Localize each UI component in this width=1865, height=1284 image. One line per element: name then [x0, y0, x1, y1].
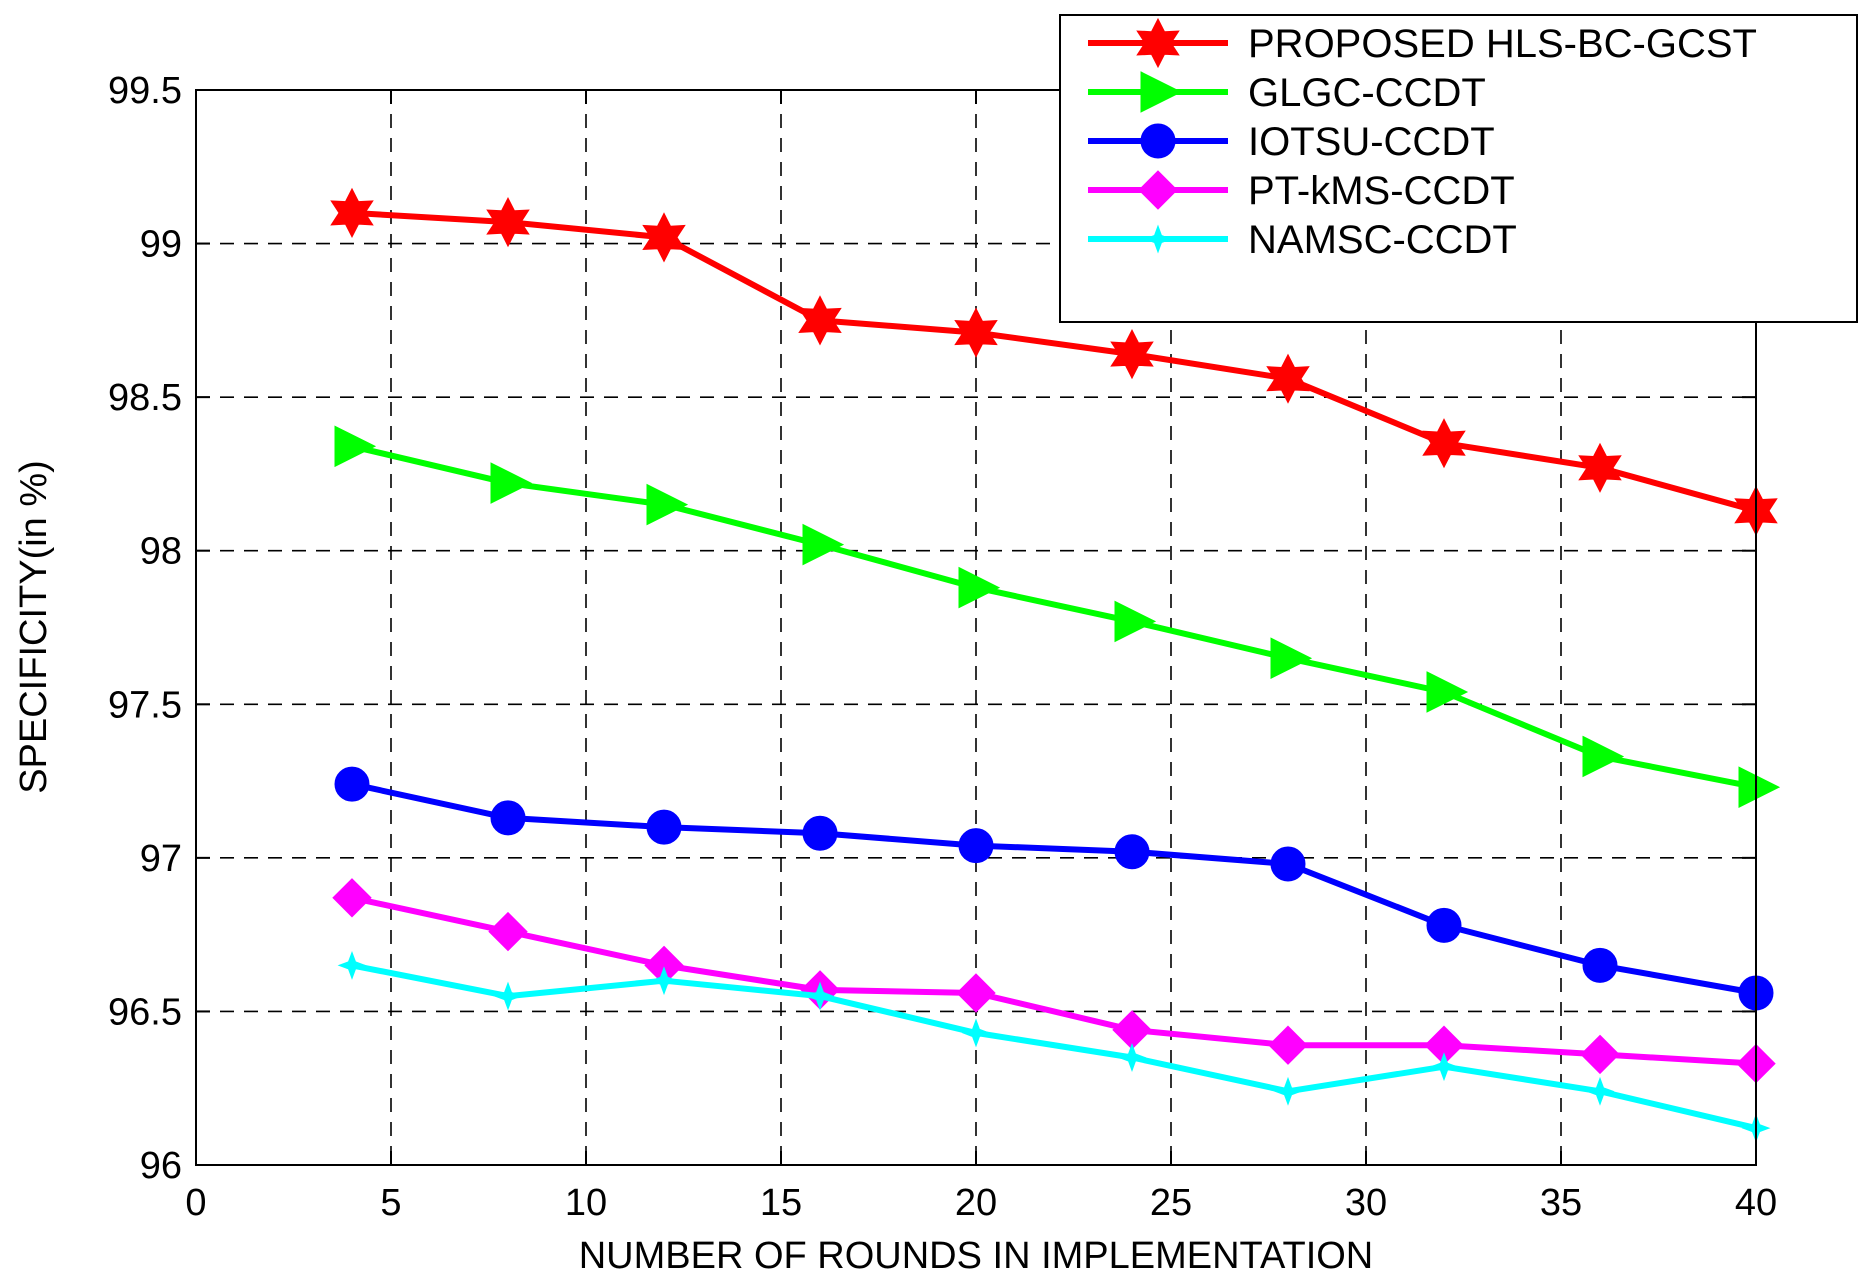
data-point — [1578, 442, 1622, 493]
legend-label: IOTSU-CCDT — [1248, 120, 1495, 164]
data-point — [805, 981, 835, 1011]
data-point — [1582, 735, 1625, 778]
legend-entry: NAMSC-CCDT — [1088, 218, 1517, 262]
legend: PROPOSED HLS-BC-GCST GLGC-CCDT IOTSU-CCDT P… — [1059, 14, 1858, 323]
data-point — [954, 307, 998, 358]
legend-entry: IOTSU-CCDT — [1088, 120, 1495, 164]
data-point — [490, 462, 533, 504]
x-tick-label: 25 — [1150, 1182, 1192, 1224]
legend-marker — [1140, 71, 1183, 113]
data-point — [1422, 418, 1466, 469]
legend-label: PROPOSED HLS-BC-GCST — [1248, 22, 1757, 66]
x-tick-label: 10 — [565, 1182, 607, 1224]
legend-label: GLGC-CCDT — [1248, 71, 1486, 115]
data-point — [1114, 600, 1157, 643]
series-line — [351, 209, 1757, 514]
data-point — [334, 425, 377, 468]
legend-marker — [1140, 123, 1176, 159]
data-point — [332, 878, 372, 918]
data-point — [337, 950, 367, 980]
y-tick-label: 99.5 — [108, 70, 182, 112]
data-point — [802, 523, 845, 566]
legend-entry: GLGC-CCDT — [1088, 71, 1486, 115]
data-point — [1273, 1076, 1303, 1106]
y-tick-label: 96.5 — [108, 991, 182, 1033]
y-tick-label: 97.5 — [108, 684, 182, 726]
data-point — [330, 187, 374, 239]
data-point — [649, 966, 679, 996]
series-line — [351, 443, 1757, 791]
y-tick-label: 97 — [140, 838, 182, 880]
legend-entry: PROPOSED HLS-BC-GCST — [1088, 17, 1757, 69]
x-axis-title: NUMBER OF ROUNDS IN IMPLEMENTATION — [579, 1235, 1374, 1277]
y-tick-label: 96 — [140, 1145, 182, 1187]
data-point — [956, 973, 996, 1013]
axis-ticks: 0 5 10 15 20 25 30 35 40 96 96.5 97 97.5 98 98.5 99 99.5 — [108, 70, 1777, 1224]
data-point — [1268, 1025, 1308, 1065]
data-point — [1266, 353, 1310, 404]
data-point — [1426, 671, 1469, 713]
data-point — [334, 766, 370, 802]
data-point — [1738, 766, 1781, 809]
data-point — [490, 800, 526, 836]
data-point — [961, 1018, 991, 1048]
x-tick-label: 40 — [1735, 1182, 1777, 1224]
series-layer — [330, 187, 1781, 1143]
legend-label: PT-kMS-CCDT — [1248, 169, 1515, 213]
data-point — [1117, 1043, 1147, 1072]
data-point — [642, 212, 686, 263]
y-tick-label: 98 — [140, 531, 182, 573]
series-line — [351, 962, 1757, 1132]
data-point — [1585, 1076, 1615, 1106]
x-tick-label: 20 — [955, 1182, 997, 1224]
data-point — [1426, 907, 1462, 943]
x-tick-label: 15 — [760, 1182, 802, 1224]
series-4 — [332, 878, 1776, 1084]
data-point — [1270, 846, 1306, 882]
x-tick-label: 0 — [185, 1182, 206, 1224]
y-axis-title: SPECIFICITY(in %) — [13, 460, 55, 794]
data-point — [486, 197, 530, 248]
data-point — [1110, 328, 1154, 380]
x-tick-label: 35 — [1540, 1182, 1582, 1224]
series-line — [351, 781, 1757, 996]
legend-marker — [1143, 224, 1173, 254]
series-2 — [334, 425, 1781, 809]
data-point — [1582, 947, 1618, 983]
series-line — [351, 894, 1757, 1067]
series-3 — [334, 766, 1774, 1011]
data-point — [1580, 1034, 1620, 1075]
data-point — [1429, 1052, 1459, 1082]
legend-marker — [1136, 17, 1180, 69]
data-point — [646, 809, 682, 845]
data-point — [958, 828, 994, 864]
data-point — [488, 911, 528, 952]
x-tick-label: 5 — [380, 1182, 401, 1224]
data-point — [1270, 637, 1313, 680]
legend-marker — [1138, 170, 1178, 210]
data-point — [802, 815, 838, 851]
data-point — [798, 295, 842, 346]
legend-entry: PT-kMS-CCDT — [1088, 169, 1515, 213]
data-point — [1114, 834, 1150, 870]
legend-label: NAMSC-CCDT — [1248, 218, 1517, 262]
legend-box — [1059, 14, 1858, 323]
x-tick-label: 30 — [1345, 1182, 1387, 1224]
data-point — [646, 483, 689, 526]
data-point — [493, 981, 523, 1011]
y-tick-label: 98.5 — [108, 377, 182, 419]
y-tick-label: 99 — [140, 224, 182, 266]
data-point — [958, 566, 1001, 609]
